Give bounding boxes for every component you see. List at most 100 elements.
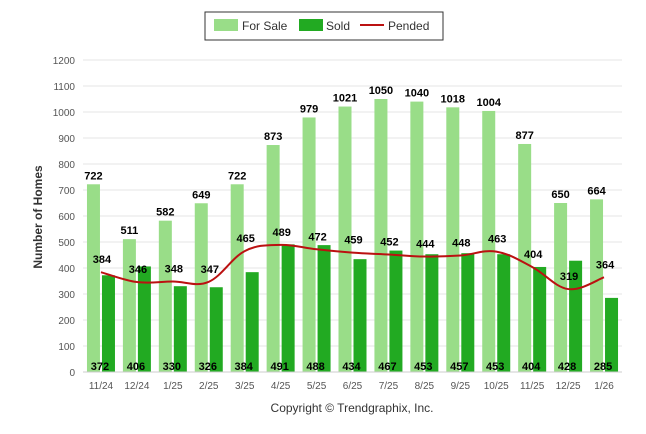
for-sale-bar (482, 110, 496, 373)
pended-data-label: 346 (129, 264, 147, 276)
x-tick-label: 2/25 (199, 381, 219, 392)
for-sale-bar (194, 203, 208, 372)
sold-data-label: 434 (342, 361, 361, 373)
legend-label-pended: Pended (388, 19, 429, 33)
pended-data-label: 459 (344, 235, 362, 247)
legend-label-for-sale: For Sale (242, 19, 288, 33)
y-tick-label: 200 (58, 316, 75, 327)
sold-bar (533, 266, 547, 372)
pended-data-label: 465 (237, 233, 255, 245)
sold-data-label: 330 (163, 361, 181, 373)
sold-data-label: 372 (91, 361, 109, 373)
x-tick-label: 1/26 (594, 381, 614, 392)
for-sale-bar (122, 239, 136, 372)
y-tick-label: 700 (58, 186, 75, 197)
for-sale-labels: 722 511 582 649 722 873 979 1021 1050 1040 1018 100… (84, 85, 606, 237)
for-sale-data-label: 650 (551, 189, 569, 201)
x-tick-label: 11/25 (520, 381, 545, 392)
for-sale-data-label: 664 (587, 185, 606, 197)
sold-bar (209, 287, 223, 372)
pended-data-label: 452 (380, 236, 398, 248)
pended-data-label: 472 (308, 231, 326, 243)
for-sale-data-label: 649 (192, 189, 210, 201)
y-tick-label: 600 (58, 212, 75, 223)
sold-bar (389, 250, 403, 372)
for-sale-bar (230, 184, 244, 372)
for-sale-bar (410, 101, 424, 372)
sold-data-label: 457 (450, 361, 468, 373)
for-sale-bar (446, 107, 460, 372)
x-tick-label: 3/25 (235, 381, 255, 392)
sold-bar (173, 286, 187, 372)
sold-bar (317, 245, 331, 372)
x-tick-label: 5/25 (307, 381, 327, 392)
x-tick-label: 10/25 (484, 381, 509, 392)
y-tick-label: 100 (58, 342, 75, 353)
for-sale-bar (302, 117, 316, 373)
y-axis-label: Number of Homes (31, 165, 45, 269)
for-sale-data-label: 979 (300, 103, 318, 115)
y-tick-label: 1100 (53, 82, 75, 93)
legend-box (204, 11, 444, 41)
y-tick-label: 0 (69, 368, 75, 379)
pended-data-label: 364 (596, 259, 615, 271)
pended-data-label: 384 (93, 254, 112, 266)
x-tick-label: 4/25 (271, 381, 291, 392)
sold-bar (353, 259, 367, 372)
x-tick-label: 12/25 (556, 381, 581, 392)
legend-label-sold: Sold (326, 19, 350, 33)
x-tick-label: 11/24 (89, 381, 114, 392)
pended-data-label: 444 (416, 239, 435, 251)
sold-bar (137, 266, 151, 372)
for-sale-data-label: 511 (121, 225, 139, 237)
y-tick-label: 500 (58, 238, 75, 249)
for-sale-bar (158, 220, 172, 372)
x-tick-label: 12/24 (124, 381, 149, 392)
sold-labels: 372 406 330 326 384 491 488 434 467 453 457 453 404 4… (91, 361, 612, 373)
x-tick-label: 7/25 (379, 381, 399, 392)
for-sale-data-label: 1040 (405, 88, 429, 100)
y-tick-label: 1000 (53, 108, 76, 119)
for-sale-data-label: 1021 (333, 93, 357, 105)
for-sale-data-label: 722 (84, 170, 102, 182)
for-sale-bar (374, 99, 388, 372)
gridlines (83, 59, 622, 373)
sold-bar (605, 297, 619, 372)
pended-data-label: 348 (165, 264, 183, 276)
x-tick-label: 9/25 (451, 381, 471, 392)
x-axis-ticks: 11/24 12/24 1/25 2/25 3/25 4/25 5/25 6/25 7/25 8/… (89, 381, 614, 392)
sold-bar (497, 254, 511, 372)
sold-data-label: 384 (235, 361, 254, 373)
y-tick-label: 400 (58, 264, 75, 275)
for-sale-data-label: 877 (515, 130, 533, 142)
y-tick-label: 800 (58, 160, 75, 171)
copyright-footer: Copyright © Trendgraphix, Inc. (271, 401, 434, 415)
for-sale-bar (266, 145, 280, 372)
sold-data-label: 453 (486, 361, 504, 373)
pended-labels: 384 346 348 347 465 489 472 459 452 444 448 463 404 3… (93, 227, 615, 283)
sold-data-label: 404 (522, 361, 541, 373)
y-tick-label: 1200 (53, 56, 76, 67)
pended-data-label: 489 (272, 227, 290, 239)
pended-data-label: 448 (452, 238, 470, 250)
sold-data-label: 285 (594, 361, 612, 373)
sold-bar (101, 275, 115, 372)
y-tick-label: 900 (58, 134, 75, 145)
sold-data-label: 428 (558, 361, 576, 373)
pended-data-label: 347 (201, 264, 219, 276)
for-sale-data-label: 1050 (369, 85, 393, 97)
legend: For Sale Sold Pended (204, 11, 444, 41)
sold-data-label: 326 (199, 361, 217, 373)
pended-line (100, 243, 605, 291)
legend-swatch-for-sale (214, 19, 238, 31)
y-tick-label: 300 (58, 290, 75, 301)
x-tick-label: 8/25 (415, 381, 435, 392)
for-sale-bar (590, 199, 604, 372)
sold-bar (425, 254, 439, 372)
for-sale-bars (86, 99, 604, 373)
for-sale-data-label: 722 (228, 170, 246, 182)
for-sale-data-label: 873 (264, 131, 282, 143)
sold-data-label: 488 (306, 361, 324, 373)
pended-data-label: 319 (560, 271, 578, 283)
